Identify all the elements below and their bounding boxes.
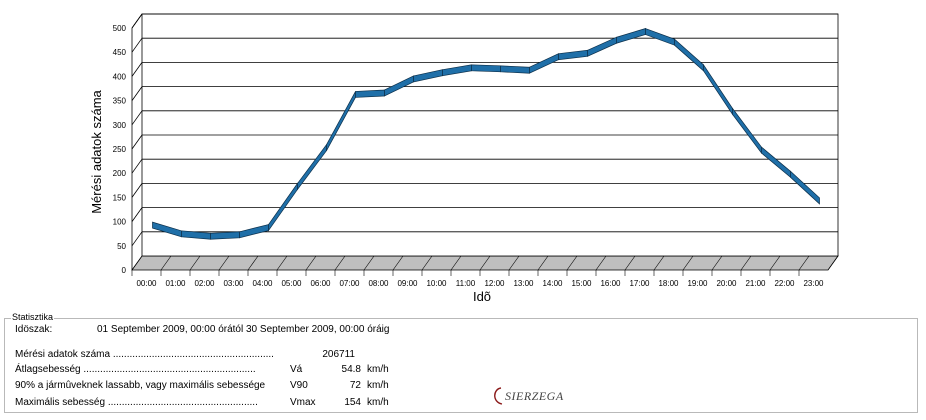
series-segment: [790, 170, 820, 205]
y-tick-label: 50: [117, 242, 126, 251]
grid-line-side: [131, 207, 143, 222]
x-tick-label: 15:00: [571, 279, 592, 288]
x-axis-title: Idõ: [473, 289, 491, 304]
x-tick-label: 10:00: [426, 279, 447, 288]
grid-line-side: [131, 158, 143, 174]
stat-unit: km/h: [367, 364, 389, 375]
y-axis-title: Mérési adatok száma: [89, 89, 104, 213]
stat-symbol: Vá: [290, 364, 303, 375]
x-axis-ticks: 00:00 01:00 02:00 03:00 04:00 05:00 06:00 07:00…: [131, 270, 824, 288]
stat-value: 72: [349, 380, 361, 391]
statistics-legend: Statisztika: [11, 312, 55, 323]
stat-unit: km/h: [367, 397, 389, 408]
x-tick-label: 17:00: [629, 279, 650, 288]
logo-text: SIERZEGA: [505, 389, 564, 403]
y-tick-label: 100: [113, 218, 127, 227]
x-tick-label: 06:00: [310, 279, 331, 288]
grid-line-side: [131, 134, 143, 150]
x-tick-label: 01:00: [165, 279, 186, 288]
stat-label: Mérési adatok száma ....................…: [15, 349, 274, 360]
x-tick-label: 07:00: [339, 279, 360, 288]
period-value: 01 September 2009, 00:00 órától 30 Septe…: [97, 324, 390, 335]
stat-unit: km/h: [367, 380, 389, 391]
grid-line-side: [131, 13, 143, 29]
series-segment: [471, 64, 501, 73]
y-tick-label: 200: [113, 169, 127, 178]
x-tick-label: 04:00: [252, 279, 273, 288]
x-tick-label: 00:00: [136, 279, 157, 288]
stat-label: Maximális sebesség .....................…: [15, 397, 258, 408]
stat-symbol: Vmax: [290, 397, 316, 408]
y-tick-label: 500: [113, 24, 127, 33]
chart-floor: [131, 255, 839, 271]
y-tick-label: 300: [113, 121, 127, 130]
y-tick-label: 250: [113, 145, 127, 154]
grid-line-side: [131, 110, 143, 126]
x-tick-label: 02:00: [194, 279, 215, 288]
y-tick-label: 350: [113, 97, 127, 106]
x-tick-label: 12:00: [484, 279, 505, 288]
stat-label: Átlagsebesség ..........................…: [15, 364, 256, 375]
x-tick-label: 18:00: [658, 279, 679, 288]
y-axis-ticks: 0 50 100 150 200 250 300 350 400 450 500: [113, 24, 127, 275]
grid-line-side: [131, 231, 143, 247]
period-label: Idöszak:: [15, 324, 53, 335]
x-tick-label: 05:00: [281, 279, 302, 288]
stat-value: 54.8: [341, 364, 361, 375]
grid-line-side: [131, 62, 143, 77]
stat-label: 90% a jármûveknek lassabb, vagy maximáli…: [15, 380, 266, 391]
x-tick-label: 13:00: [513, 279, 534, 288]
grid-line-side: [131, 183, 143, 198]
data-series-ribbon: [152, 28, 820, 240]
stat-symbol: V90: [290, 380, 308, 391]
x-tick-label: 23:00: [803, 279, 824, 288]
x-tick-label: 16:00: [600, 279, 621, 288]
x-tick-label: 22:00: [774, 279, 795, 288]
sierzega-logo: SIERZEGA: [494, 387, 564, 405]
x-tick-label: 21:00: [745, 279, 766, 288]
stat-value: 154: [344, 397, 361, 408]
y-tick-label: 150: [113, 193, 127, 202]
series-segment: [210, 231, 240, 240]
y-tick-label: 0: [122, 266, 127, 275]
y-tick-label: 400: [113, 72, 127, 81]
x-tick-label: 09:00: [397, 279, 418, 288]
traffic-count-chart: 0 50 100 150 200 250 300 350 400 450 500 00:00 01:0…: [89, 13, 839, 304]
grid-lines: [131, 13, 838, 247]
x-tick-label: 11:00: [456, 279, 476, 288]
series-segment: [355, 89, 385, 98]
x-tick-label: 03:00: [223, 279, 244, 288]
stat-value: 206711: [322, 349, 355, 360]
x-tick-label: 08:00: [368, 279, 389, 288]
statistics-panel: Statisztika Idöszak: 01 September 2009, …: [4, 312, 918, 413]
x-tick-label: 14:00: [542, 279, 563, 288]
x-tick-label: 19:00: [687, 279, 708, 288]
y-tick-label: 450: [113, 48, 127, 57]
series-segment: [500, 65, 530, 74]
grid-line-side: [131, 37, 143, 53]
x-tick-label: 20:00: [716, 279, 737, 288]
grid-line-side: [131, 86, 143, 101]
